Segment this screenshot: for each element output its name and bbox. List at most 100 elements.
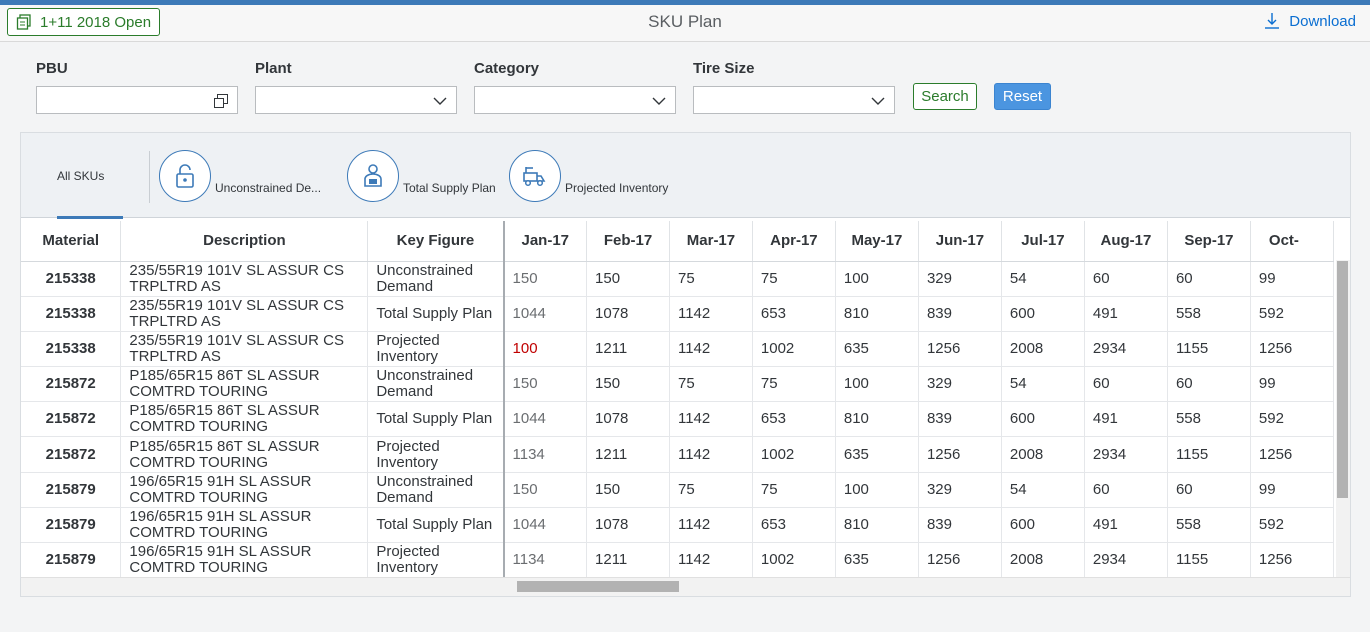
value-cell: 150 [586, 366, 670, 403]
value-cell: 592 [1250, 401, 1334, 438]
value-cell: 653 [752, 401, 836, 438]
column-header-month[interactable]: Jun-17 [918, 221, 1002, 262]
value-cell: 810 [835, 401, 919, 438]
search-button[interactable]: Search [913, 83, 977, 110]
value-cell: 1211 [586, 436, 670, 473]
tire-size-select[interactable] [693, 86, 895, 114]
value-cell: 2934 [1084, 436, 1168, 473]
key-figure-cell: Unconstrained Demand [367, 472, 505, 508]
value-cell: 810 [835, 507, 919, 544]
value-cell: 150 [503, 366, 588, 403]
table-row[interactable]: 215879 196/65R15 91H SL ASSUR COMTRD TOUR… [21, 542, 1334, 577]
value-cell: 75 [752, 366, 836, 403]
value-cell: 2008 [1001, 542, 1085, 577]
plant-filter: Plant [255, 60, 457, 114]
value-cell: 2008 [1001, 331, 1085, 368]
download-button[interactable]: Download [1263, 12, 1356, 30]
table-row[interactable]: 215879 196/65R15 91H SL ASSUR COMTRD TOUR… [21, 472, 1334, 508]
key-figure-cell: Total Supply Plan [367, 401, 505, 438]
table-row[interactable]: 215338 235/55R19 101V SL ASSUR CS TRPLTRD… [21, 261, 1334, 297]
pbu-input[interactable] [36, 86, 238, 114]
column-header-month[interactable]: Oct- [1250, 221, 1334, 262]
value-cell: 491 [1084, 401, 1168, 438]
value-cell: 1134 [503, 436, 588, 473]
value-cell: 329 [918, 472, 1002, 508]
key-figure-cell: Projected Inventory [367, 542, 505, 577]
table-row[interactable]: 215879 196/65R15 91H SL ASSUR COMTRD TOUR… [21, 507, 1334, 544]
column-header-material[interactable]: Material [21, 221, 122, 262]
version-button[interactable]: 1+11 2018 Open [7, 8, 161, 36]
unlock-icon [159, 150, 211, 202]
column-header-key-figure[interactable]: Key Figure [367, 221, 505, 262]
value-cell: 558 [1167, 296, 1251, 332]
description-cell: 235/55R19 101V SL ASSUR CS TRPLTRD AS [120, 296, 369, 332]
horizontal-scroll-thumb[interactable] [517, 581, 679, 592]
tab-projected-inventory[interactable]: Projected Inventory [509, 150, 668, 202]
value-cell: 1078 [586, 296, 670, 332]
value-cell: 150 [503, 261, 588, 297]
worker-icon [347, 150, 399, 202]
table-row[interactable]: 215872 P185/65R15 86T SL ASSUR COMTRD TOU… [21, 436, 1334, 473]
value-cell: 75 [752, 261, 836, 297]
value-cell: 600 [1001, 401, 1085, 438]
value-cell: 54 [1001, 472, 1085, 508]
tab-all-skus[interactable]: All SKUs [57, 133, 123, 219]
value-cell: 100 [835, 261, 919, 297]
column-header-month[interactable]: Apr-17 [752, 221, 836, 262]
value-cell: 1134 [503, 542, 588, 577]
value-cell: 1256 [918, 542, 1002, 577]
value-cell: 99 [1250, 261, 1334, 297]
value-cell: 839 [918, 401, 1002, 438]
column-header-description[interactable]: Description [120, 221, 369, 262]
value-cell: 1002 [752, 436, 836, 473]
value-cell: 1142 [669, 331, 753, 368]
table-row[interactable]: 215338 235/55R19 101V SL ASSUR CS TRPLTRD… [21, 296, 1334, 332]
value-cell: 1142 [669, 542, 753, 577]
copy-icon [16, 14, 31, 30]
plant-select[interactable] [255, 86, 457, 114]
tire-size-filter: Tire Size [693, 60, 895, 114]
material-cell: 215872 [21, 436, 122, 473]
value-cell: 1155 [1167, 542, 1251, 577]
sku-table: Material Description Key Figure Jan-17 F… [21, 221, 1334, 577]
value-cell: 1142 [669, 296, 753, 332]
vertical-scroll-thumb[interactable] [1337, 261, 1348, 498]
app-header: 1+11 2018 Open SKU Plan Download [0, 5, 1370, 42]
tab-selected-indicator [57, 216, 123, 219]
key-figure-cell: Unconstrained Demand [367, 261, 505, 297]
tab-unconstrained-demand[interactable]: Unconstrained De... [159, 150, 321, 202]
key-figure-cell: Total Supply Plan [367, 507, 505, 544]
tab-total-supply-plan[interactable]: Total Supply Plan [347, 150, 496, 202]
table-row[interactable]: 215872 P185/65R15 86T SL ASSUR COMTRD TOU… [21, 366, 1334, 403]
key-figure-cell: Unconstrained Demand [367, 366, 505, 403]
table-row[interactable]: 215872 P185/65R15 86T SL ASSUR COMTRD TOU… [21, 401, 1334, 438]
category-select[interactable] [474, 86, 676, 114]
table-row[interactable]: 215338 235/55R19 101V SL ASSUR CS TRPLTRD… [21, 331, 1334, 368]
column-header-month[interactable]: Sep-17 [1167, 221, 1251, 262]
value-cell: 839 [918, 507, 1002, 544]
value-cell: 60 [1167, 366, 1251, 403]
page-title: SKU Plan [648, 12, 722, 31]
column-header-month[interactable]: Aug-17 [1084, 221, 1168, 262]
horizontal-scrollbar[interactable] [21, 577, 1350, 596]
value-cell: 60 [1084, 261, 1168, 297]
column-header-month[interactable]: Jul-17 [1001, 221, 1085, 262]
column-header-month[interactable]: May-17 [835, 221, 919, 262]
material-cell: 215338 [21, 296, 122, 332]
value-cell: 1256 [918, 331, 1002, 368]
value-cell: 558 [1167, 401, 1251, 438]
chevron-down-icon [652, 97, 666, 105]
value-cell: 839 [918, 296, 1002, 332]
value-cell: 329 [918, 366, 1002, 403]
reset-button[interactable]: Reset [994, 83, 1051, 110]
column-header-month[interactable]: Mar-17 [669, 221, 753, 262]
column-header-month[interactable]: Feb-17 [586, 221, 670, 262]
value-cell: 635 [835, 436, 919, 473]
value-help-icon[interactable] [214, 94, 228, 108]
plant-label: Plant [255, 60, 292, 77]
material-cell: 215879 [21, 472, 122, 508]
column-header-month[interactable]: Jan-17 [503, 221, 588, 262]
value-cell: 1256 [1250, 331, 1334, 368]
value-cell: 1211 [586, 542, 670, 577]
icon-tab-bar: All SKUs Unconstrained De... Total Suppl… [21, 133, 1350, 219]
